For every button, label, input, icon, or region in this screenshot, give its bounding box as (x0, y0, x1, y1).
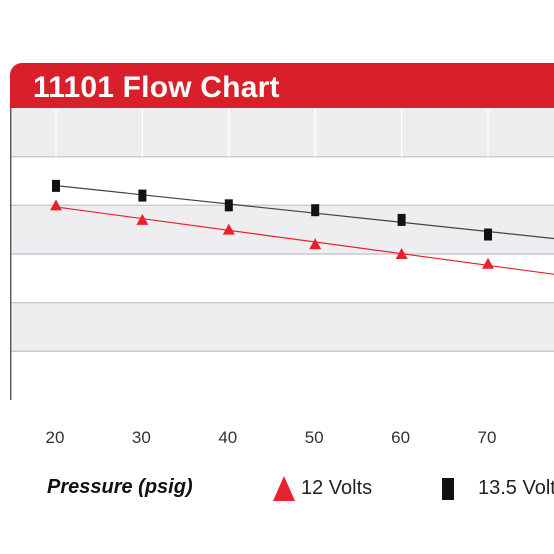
grid-band (10, 108, 554, 157)
data-point-square (52, 179, 60, 192)
grid-band (10, 302, 554, 352)
data-point-triangle (50, 199, 62, 211)
x-tick-label: 20 (45, 428, 65, 447)
plot-area (10, 108, 554, 400)
x-tick-label: 60 (391, 428, 411, 447)
chart-title: 11101 Flow Chart (33, 71, 280, 104)
x-tick-label: 50 (304, 428, 324, 447)
grid-band (10, 254, 554, 303)
x-tick-label: 40 (218, 428, 238, 447)
legend-label-13-5-volts: 13.5 Volts (478, 477, 554, 499)
x-axis-label: Pressure (psig) (47, 476, 193, 498)
data-point-triangle (395, 248, 408, 259)
grid-band (10, 156, 554, 206)
title-banner (10, 63, 554, 109)
x-tick-label: 30 (131, 428, 151, 447)
data-point-triangle (136, 213, 149, 225)
data-point-square (484, 228, 492, 241)
data-point-triangle (482, 257, 494, 269)
grid-band (10, 351, 554, 400)
black-square-icon (442, 478, 454, 500)
data-point-square (224, 199, 233, 212)
legend-label-12-volts: 12 Volts (301, 477, 373, 499)
data-point-triangle (222, 223, 235, 235)
data-point-triangle (309, 238, 322, 250)
chart-svg (10, 108, 554, 400)
data-point-square (397, 213, 406, 226)
x-tick-label: 70 (477, 428, 497, 447)
red-triangle-icon (273, 476, 295, 501)
data-point-square (311, 204, 320, 217)
data-point-square (138, 189, 147, 202)
